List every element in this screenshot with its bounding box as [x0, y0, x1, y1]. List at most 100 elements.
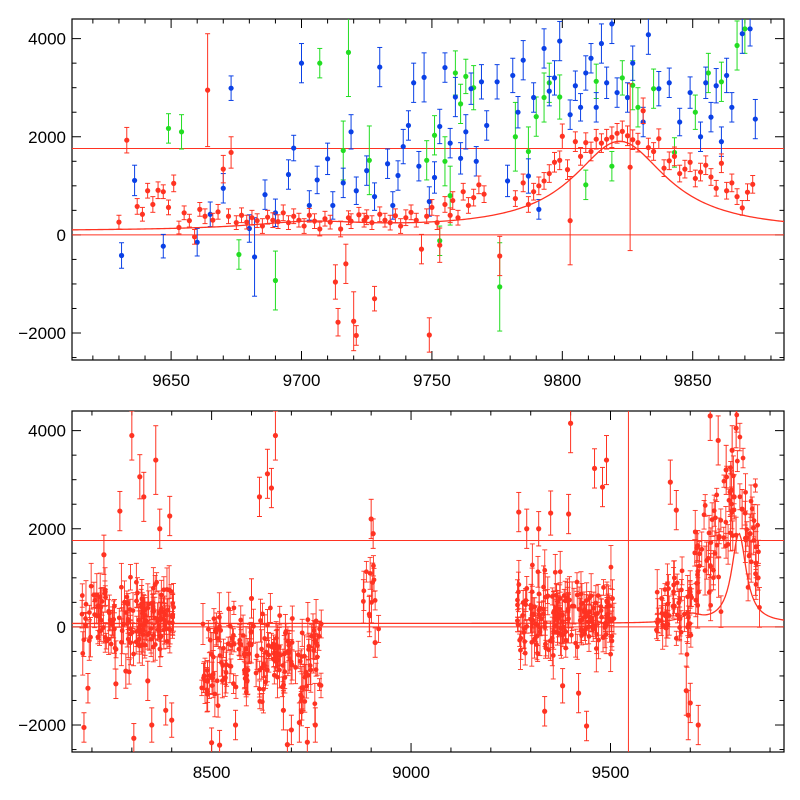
top-data-point-red — [413, 217, 419, 223]
bottom-data-point-red — [536, 526, 542, 532]
bottom-data-point — [714, 492, 720, 498]
top-data-point-red — [408, 209, 414, 215]
bottom-data-point-red — [131, 735, 137, 741]
top-data-point-red — [713, 185, 719, 191]
top-data-point-red — [335, 319, 341, 325]
top-data-point-red — [124, 137, 130, 143]
bottom-y-tick-label: 2000 — [28, 520, 66, 539]
top-data-point-blue — [306, 202, 312, 209]
bottom-data-point — [696, 589, 701, 595]
bottom-data-point-red — [755, 575, 761, 581]
top-y-tick-label: 0 — [57, 226, 66, 245]
bottom-data-point — [218, 660, 224, 665]
bottom-data-point — [518, 647, 523, 653]
top-data-point-blue — [298, 60, 305, 66]
bottom-data-point — [207, 637, 213, 643]
bottom-data-point — [598, 608, 604, 613]
bottom-data-point-red — [542, 708, 548, 714]
bottom-data-point — [685, 624, 690, 630]
bottom-data-point — [675, 612, 680, 618]
bottom-data-point — [237, 637, 243, 643]
top-data-point-green — [650, 86, 657, 92]
bottom-data-point — [297, 658, 303, 664]
bottom-data-point — [165, 607, 170, 613]
bottom-data-point — [361, 588, 367, 594]
top-data-point-red — [145, 188, 151, 194]
bottom-data-point — [517, 637, 523, 643]
bottom-data-point-red — [113, 681, 119, 687]
bottom-data-point — [145, 605, 151, 611]
bottom-data-point — [360, 598, 366, 604]
top-data-point-red — [392, 213, 398, 219]
bottom-data-point — [711, 508, 717, 514]
bottom-data-point-red — [209, 740, 215, 746]
bottom-data-point — [702, 503, 708, 508]
bottom-data-point — [706, 530, 712, 536]
top-data-point-blue — [752, 116, 758, 122]
top-data-point-red — [228, 149, 234, 156]
bottom-data-point — [552, 569, 558, 575]
top-data-point-blue — [630, 60, 636, 66]
top-data-point-green — [557, 94, 563, 100]
bottom-data-point — [737, 494, 743, 500]
top-data-point-blue — [377, 64, 383, 70]
top-data-point-blue — [468, 86, 474, 92]
top-data-point-red — [619, 128, 625, 134]
top-data-point-red — [450, 197, 456, 204]
top-data-point-red — [291, 213, 297, 219]
bottom-data-point — [748, 559, 754, 565]
top-data-point-red — [134, 203, 140, 210]
top-data-point-red — [139, 211, 146, 217]
bottom-data-point — [223, 670, 229, 675]
bottom-data-point — [750, 525, 756, 531]
top-data-point-red — [471, 194, 477, 201]
top-data-point-red — [635, 140, 641, 146]
bottom-data-point — [578, 591, 584, 597]
bottom-data-point — [729, 509, 735, 515]
top-y-tick-label: 2000 — [28, 128, 66, 147]
top-data-point-red — [572, 139, 578, 145]
bottom-y-tick-label: −2000 — [18, 716, 66, 735]
bottom-data-point — [118, 639, 124, 645]
top-axis-ticks — [72, 19, 784, 360]
top-data-point-red — [364, 214, 370, 220]
bottom-data-point — [263, 679, 268, 685]
bottom-data-point — [124, 594, 130, 600]
top-data-point-blue — [656, 86, 662, 92]
top-data-point-blue — [405, 122, 412, 129]
top-data-point-red — [437, 242, 443, 248]
top-data-point-green — [463, 73, 469, 80]
bottom-data-point-red — [731, 494, 737, 500]
top-data-point-red — [270, 217, 276, 223]
bottom-data-point-red — [296, 719, 302, 726]
bottom-data-point — [694, 545, 700, 551]
bottom-data-point — [318, 683, 324, 688]
bottom-data-point-red — [117, 508, 123, 514]
bottom-data-point — [734, 412, 740, 418]
bottom-x-tick-label: 9000 — [392, 763, 430, 782]
bottom-data-point — [125, 636, 131, 642]
bottom-data-point — [579, 627, 584, 633]
top-data-point-red — [536, 183, 542, 189]
top-data-point-green — [366, 157, 372, 163]
bottom-data-point — [718, 609, 724, 615]
bottom-data-point — [699, 546, 705, 552]
top-data-point-blue — [504, 178, 511, 184]
top-data-point-green — [533, 114, 539, 120]
top-data-point-red — [225, 213, 232, 219]
bottom-data-point — [205, 626, 211, 632]
top-data-point-blue — [645, 32, 651, 38]
bottom-data-point — [88, 634, 93, 640]
top-data-point-red — [531, 189, 537, 195]
bottom-data-point — [553, 605, 559, 611]
bottom-data-point — [305, 672, 311, 678]
bottom-data-point — [708, 602, 714, 608]
bottom-data-point-red — [288, 727, 294, 733]
bottom-data-point — [92, 597, 98, 603]
bottom-data-point — [215, 703, 221, 709]
top-data-point-blue — [395, 172, 401, 179]
bottom-data-point — [306, 643, 312, 649]
bottom-data-point — [724, 474, 730, 480]
top-data-point-green — [345, 49, 352, 55]
bottom-data-point — [143, 618, 148, 624]
